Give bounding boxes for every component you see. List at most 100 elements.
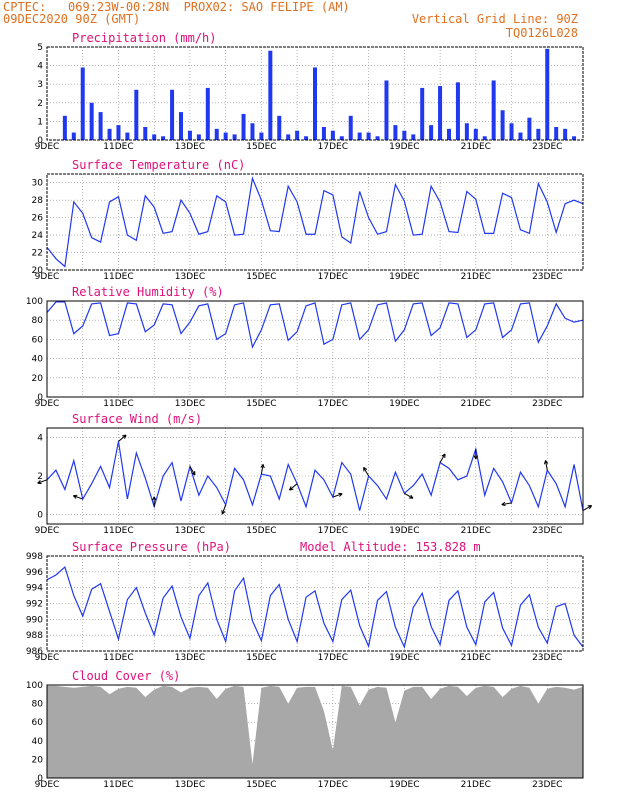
precip-bar xyxy=(205,87,210,140)
x-tick-label: 21DEC xyxy=(461,653,491,663)
precip-bar xyxy=(304,136,309,140)
wind-arrow xyxy=(152,496,157,507)
y-tick-label: 994 xyxy=(26,584,43,594)
x-tick-label: 13DEC xyxy=(175,142,205,152)
panel-title: Surface Pressure (hPa) xyxy=(72,540,231,554)
precip-bar xyxy=(62,115,67,140)
panel-title: Surface Wind (m/s) xyxy=(72,412,202,426)
precip-bar xyxy=(438,86,443,140)
precip-bar xyxy=(357,132,362,140)
y-tick-label: 992 xyxy=(26,600,43,610)
x-tick-label: 9DEC xyxy=(35,780,60,790)
precip-bar xyxy=(536,128,541,140)
y-tick-label: 24 xyxy=(32,231,44,241)
precip-bar xyxy=(286,134,291,140)
x-tick-label: 15DEC xyxy=(246,142,276,152)
precip-bar xyxy=(250,123,255,140)
precip-bar xyxy=(134,89,139,140)
precip-bar xyxy=(313,67,317,140)
x-tick-label: 13DEC xyxy=(175,399,205,409)
y-tick-label: 20 xyxy=(32,266,44,276)
panel-wind: 0 2 4 9DEC 11DEC 13DEC 15DEC 17DEC 19DEC 21DEC 23D… xyxy=(35,412,593,536)
precip-bar xyxy=(554,126,559,140)
x-tick-label: 11DEC xyxy=(103,653,133,663)
y-tick-label: 0 xyxy=(37,774,43,784)
precip-bar xyxy=(98,112,103,140)
wind-arrow xyxy=(473,449,478,460)
y-tick-label: 986 xyxy=(26,647,43,657)
panel-title: Cloud Cover (%) xyxy=(72,669,180,683)
precip-bar xyxy=(179,112,183,140)
wind-arrow xyxy=(189,466,196,476)
precip-bar xyxy=(89,102,94,140)
y-tick-label: 4 xyxy=(37,434,43,444)
x-tick-label: 11DEC xyxy=(103,272,133,282)
x-tick-label: 17DEC xyxy=(318,780,348,790)
x-tick-label: 19DEC xyxy=(389,399,419,409)
y-tick-label: 26 xyxy=(32,214,44,224)
y-tick-label: 60 xyxy=(32,718,44,728)
precip-bar xyxy=(384,80,389,140)
precip-bar xyxy=(339,136,344,140)
x-tick-label: 9DEC xyxy=(35,399,60,409)
precip-bar xyxy=(464,123,469,140)
wind-arrow xyxy=(363,466,370,477)
x-tick-label: 13DEC xyxy=(175,653,205,663)
panel-frame xyxy=(46,300,584,398)
precip-bar xyxy=(527,117,532,140)
x-tick-label: 9DEC xyxy=(35,142,60,152)
y-tick-label: 998 xyxy=(26,552,43,562)
precip-bar xyxy=(187,130,192,140)
wind-arrow xyxy=(543,460,549,471)
precip-bar xyxy=(232,134,237,140)
precip-bar xyxy=(455,82,460,140)
precip-bar xyxy=(116,125,121,140)
precip-bar xyxy=(348,115,353,140)
precip-bar xyxy=(152,134,157,140)
y-tick-label: 1 xyxy=(37,117,43,127)
precip-bar xyxy=(196,134,201,140)
y-tick-label: 0 xyxy=(37,510,43,520)
x-tick-label: 23DEC xyxy=(532,653,562,663)
wind-arrow xyxy=(221,504,227,515)
wind-series-line xyxy=(46,441,584,511)
y-tick-label: 80 xyxy=(32,700,44,710)
x-tick-label: 19DEC xyxy=(389,780,419,790)
y-tick-label: 40 xyxy=(32,737,44,747)
y-tick-label: 60 xyxy=(32,335,44,345)
x-tick-label: 19DEC xyxy=(389,526,419,536)
panel-frame xyxy=(46,684,584,779)
y-tick-label: 80 xyxy=(32,316,44,326)
y-tick-label: 40 xyxy=(32,355,44,365)
y-tick-label: 2 xyxy=(37,99,43,109)
rh-series-line xyxy=(46,301,584,349)
x-tick-label: 15DEC xyxy=(246,399,276,409)
y-tick-label: 0 xyxy=(37,136,43,146)
pres-series-line xyxy=(46,566,584,649)
y-tick-label: 0 xyxy=(37,393,43,403)
panel-frame xyxy=(46,46,584,141)
x-tick-label: 23DEC xyxy=(532,780,562,790)
x-tick-label: 9DEC xyxy=(35,272,60,282)
model-altitude-label: Model Altitude: 153.828 m xyxy=(300,540,481,554)
precip-bar xyxy=(241,113,246,140)
y-tick-label: 20 xyxy=(32,374,44,384)
x-tick-label: 21DEC xyxy=(461,780,491,790)
x-tick-label: 21DEC xyxy=(461,142,491,152)
precip-bar xyxy=(420,87,425,140)
wind-arrow xyxy=(72,494,83,500)
y-tick-label: 2 xyxy=(37,472,43,482)
x-tick-label: 17DEC xyxy=(318,653,348,663)
precip-bar xyxy=(429,125,434,140)
precip-bar xyxy=(482,136,487,140)
precip-bar xyxy=(500,110,505,140)
header-line-2: 09DEC2020 90Z (GMT) xyxy=(3,12,141,26)
panel-title: Relative Humidity (%) xyxy=(72,285,224,299)
x-tick-label: 17DEC xyxy=(318,142,348,152)
wind-arrow xyxy=(439,453,446,463)
x-tick-label: 9DEC xyxy=(35,526,60,536)
panel-pres: 986 988 990 992 994 996 998 9DEC 11DEC 13DEC 15DEC… xyxy=(26,540,584,663)
panel-precip: 0 1 2 3 4 5 9DEC 11DEC 13DEC 15DEC 17DEC 19DEC 21DEC… xyxy=(35,31,584,152)
x-tick-label: 21DEC xyxy=(461,272,491,282)
precip-bar xyxy=(509,123,514,140)
